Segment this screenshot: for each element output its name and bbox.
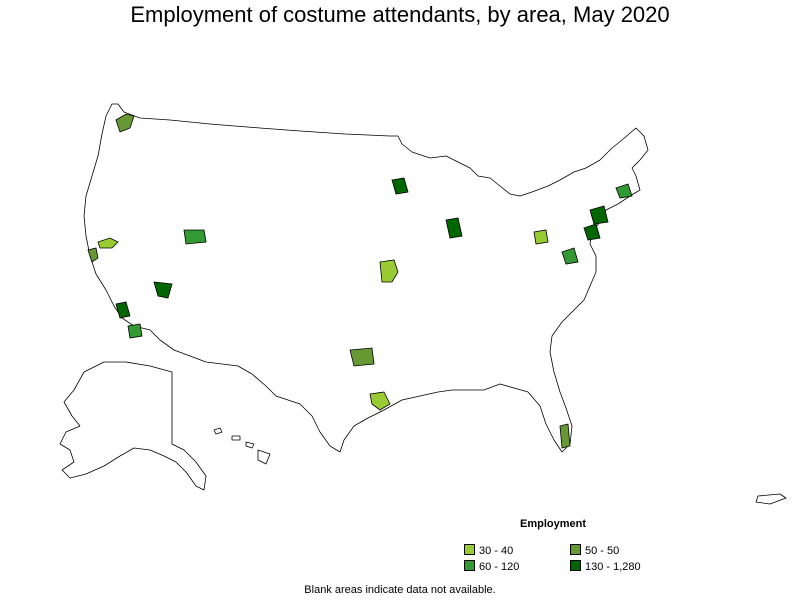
highlighted-areas [87, 113, 633, 449]
legend-item-60-120: 60 - 120 [464, 560, 519, 574]
contiguous-us-outline [83, 103, 649, 453]
alaska-outline [59, 361, 207, 491]
area-las-vegas [153, 281, 173, 299]
legend-label: 50 - 50 [585, 545, 620, 557]
legend-item-130-1280: 130 - 1,280 [570, 560, 641, 574]
map-land [59, 103, 787, 505]
legend-swatch [464, 544, 475, 555]
area-san-francisco [87, 247, 99, 263]
area-dallas [349, 347, 375, 367]
area-kansas-city [379, 259, 399, 283]
hawaii-island-4 [257, 449, 271, 465]
legend-swatch [570, 544, 581, 555]
hawaii-island-2 [231, 435, 241, 441]
puerto-rico-outline [755, 493, 787, 505]
area-salt-lake-city [183, 229, 207, 245]
area-seattle [115, 113, 135, 133]
area-new-york [589, 205, 609, 225]
area-san-diego [127, 323, 143, 339]
area-miami [559, 423, 571, 449]
hawaii-island-1 [213, 427, 223, 435]
legend-item-30-40: 30 - 40 [464, 544, 513, 558]
hawaii-island-3 [245, 441, 255, 449]
area-washington-dc [561, 247, 579, 265]
legend-label: 130 - 1,280 [585, 561, 641, 573]
legend: Employment 30 - 40 50 - 50 60 - 120 130 … [462, 518, 662, 580]
legend-item-50-50: 50 - 50 [570, 544, 619, 558]
area-philadelphia [583, 223, 601, 241]
legend-title: Employment [520, 518, 587, 530]
legend-label: 60 - 120 [479, 561, 520, 573]
area-sacramento [97, 237, 119, 249]
area-houston [369, 391, 391, 411]
legend-swatch [464, 560, 475, 571]
legend-label: 30 - 40 [479, 545, 514, 557]
area-chicago [445, 217, 463, 239]
area-pittsburgh [533, 229, 549, 245]
area-boston [615, 183, 633, 199]
footnote: Blank areas indicate data not available. [304, 584, 496, 596]
legend-swatch [570, 560, 581, 571]
area-minneapolis [391, 177, 409, 195]
map-title: Employment of costume attendants, by are… [130, 2, 670, 27]
area-los-angeles [115, 301, 131, 319]
